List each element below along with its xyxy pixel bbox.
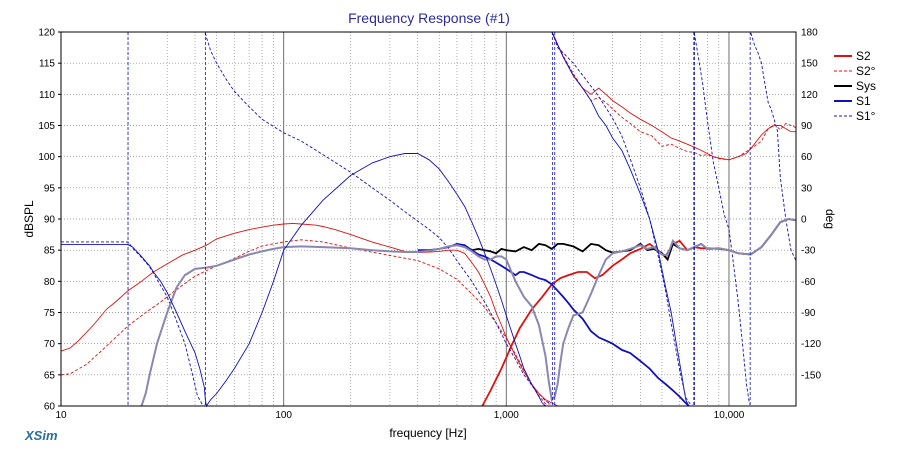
y2-tick-label: 60 xyxy=(801,152,813,163)
x-tick-label: 10,000 xyxy=(714,410,745,421)
legend-label: S2 xyxy=(856,49,871,63)
y-tick-label: 70 xyxy=(44,339,56,350)
x-axis-ticks: 10 100 1,000 10,000 xyxy=(55,410,744,421)
y2-tick-label: 150 xyxy=(801,59,818,70)
y-axis-title: dBSPL xyxy=(22,200,36,238)
y2-axis-title: deg xyxy=(823,209,837,229)
y-tick-label: 120 xyxy=(38,28,55,39)
y-tick-label: 60 xyxy=(44,402,56,413)
legend-label: Sys xyxy=(856,79,876,93)
y-tick-label: 85 xyxy=(44,246,56,257)
y-tick-label: 75 xyxy=(44,308,56,319)
y2-tick-label: -150 xyxy=(801,370,821,381)
y2-tick-label: 180 xyxy=(801,28,818,39)
legend-label: S1 xyxy=(856,94,871,108)
y2-tick-label: 30 xyxy=(801,183,813,194)
y2-tick-label: -30 xyxy=(801,246,816,257)
series-layer xyxy=(60,31,797,408)
legend-label: S2° xyxy=(856,64,876,78)
y-tick-label: 105 xyxy=(38,121,55,132)
x-tick-label: 1,000 xyxy=(494,410,519,421)
plot-grid xyxy=(60,31,797,407)
series-line-sys-raw xyxy=(140,217,797,407)
y2-axis-ticks: -150 -120 -90 -60 -30 0 30 60 90 120 150 180 xyxy=(801,28,821,382)
series-line-s1- xyxy=(61,32,797,406)
series-line-s1-high xyxy=(551,31,690,407)
series-line-s1 xyxy=(417,242,690,407)
series-line-s2-high xyxy=(551,31,796,161)
y2-tick-label: 120 xyxy=(801,90,818,101)
y2-tick-label: -120 xyxy=(801,339,821,350)
x-tick-label: 100 xyxy=(275,410,292,421)
y-tick-label: 90 xyxy=(44,215,56,226)
x-tick-label: 10 xyxy=(55,410,67,421)
x-axis-title: frequency [Hz] xyxy=(389,426,466,440)
y-tick-label: 65 xyxy=(44,370,56,381)
y-tick-label: 115 xyxy=(39,59,55,70)
y2-tick-label: 90 xyxy=(801,121,813,132)
y2-tick-label: -60 xyxy=(801,277,816,288)
y-tick-label: 100 xyxy=(38,152,55,163)
chart-title: Frequency Response (#1) xyxy=(348,10,510,26)
xsim-logo: XSim xyxy=(25,428,58,443)
series-line-s1-raw xyxy=(61,153,549,408)
y2-tick-label: -90 xyxy=(801,308,816,319)
y-tick-label: 110 xyxy=(39,90,55,101)
y-tick-label: 95 xyxy=(44,183,56,194)
y-tick-label: 80 xyxy=(44,277,56,288)
y-axis-ticks: 60 65 70 75 80 85 90 95 100 105 110 115 120 xyxy=(38,28,61,413)
legend-label: S1° xyxy=(856,109,876,123)
y2-tick-label: 0 xyxy=(801,215,807,226)
